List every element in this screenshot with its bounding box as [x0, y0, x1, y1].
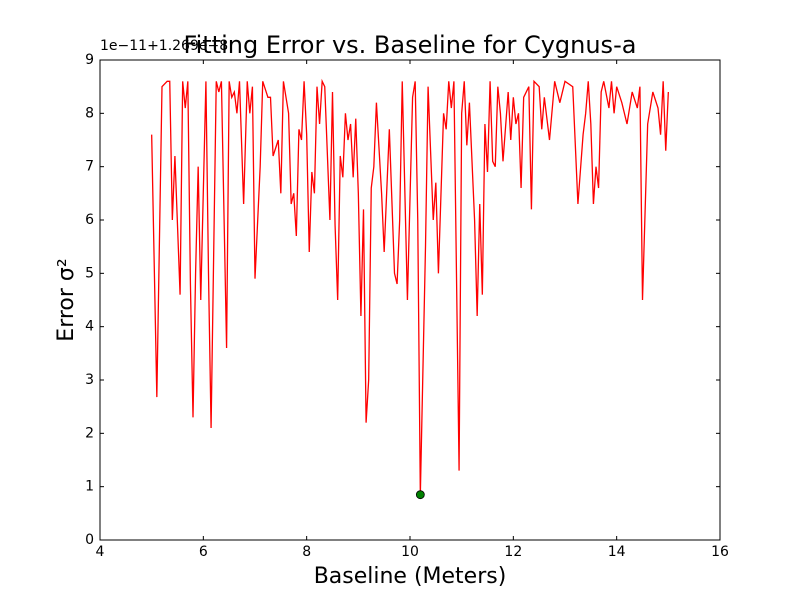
y-tick-label: 4: [85, 319, 94, 335]
y-tick-label: 6: [85, 212, 94, 228]
y-tick-label: 2: [85, 425, 94, 441]
x-tick-label: 8: [302, 544, 311, 560]
min-marker: [415, 490, 425, 500]
y-tick-label: 8: [85, 105, 94, 121]
x-tick-label: 6: [199, 544, 208, 560]
chart-title: Fitting Error vs. Baseline for Cygnus-a: [184, 31, 637, 59]
x-axis-label: Baseline (Meters): [314, 564, 507, 589]
x-tick-label: 16: [711, 544, 729, 560]
x-tick-label: 4: [96, 544, 105, 560]
x-tick-label: 14: [608, 544, 626, 560]
y-tick-label: 3: [85, 372, 94, 388]
y-tick-label: 9: [85, 52, 94, 68]
y-tick-label: 7: [85, 159, 94, 175]
y-tick-label: 1: [85, 479, 94, 495]
x-tick-label: 12: [504, 544, 522, 560]
y-tick-label: 0: [85, 532, 94, 548]
y-axis-label: Error σ²: [54, 258, 79, 341]
offset-text: 1e−11+1.269e−8: [100, 38, 228, 54]
x-tick-label: 10: [401, 544, 419, 560]
y-tick-label: 5: [85, 265, 94, 281]
data-line: [151, 78, 669, 495]
